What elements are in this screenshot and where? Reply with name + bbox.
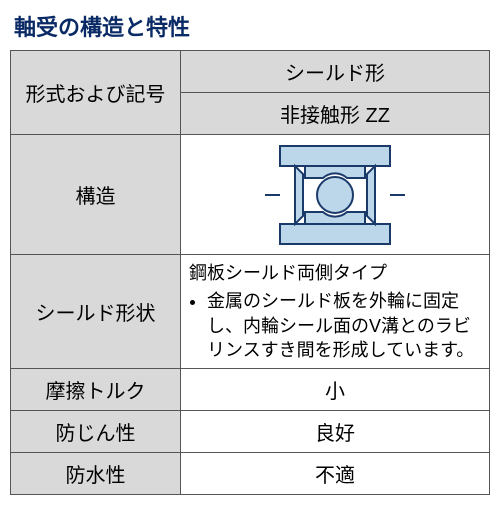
row-structure-diagram <box>181 135 490 255</box>
row-shield-shape-label: シールド形状 <box>11 255 181 369</box>
row-water-label: 防水性 <box>11 453 181 495</box>
row-dust-label: 防じん性 <box>11 411 181 453</box>
row-structure-label: 構造 <box>11 135 181 255</box>
shield-desc-list: 金属のシールド板を外輪に固定し、内輪シール面のV溝とのラビリンスすき間を形成して… <box>189 289 481 362</box>
bearing-cross-section-icon <box>235 140 435 250</box>
row-friction-value: 小 <box>181 369 490 411</box>
header-noncontact-zz: 非接触形 ZZ <box>181 93 490 135</box>
row-water-value: 不適 <box>181 453 490 495</box>
bearing-table: 形式および記号 シールド形 非接触形 ZZ 構造 <box>10 50 490 495</box>
shield-desc-line1: 鋼板シールド両側タイプ <box>189 263 387 283</box>
row-friction-label: 摩擦トルク <box>11 369 181 411</box>
header-format: 形式および記号 <box>11 51 181 135</box>
row-shield-shape-value: 鋼板シールド両側タイプ 金属のシールド板を外輪に固定し、内輪シール面のV溝とのラ… <box>181 255 490 369</box>
page-title: 軸受の構造と特性 <box>10 10 490 42</box>
header-shield-type: シールド形 <box>181 51 490 93</box>
shield-desc-bullet: 金属のシールド板を外輪に固定し、内輪シール面のV溝とのラビリンスすき間を形成して… <box>207 289 481 362</box>
row-dust-value: 良好 <box>181 411 490 453</box>
